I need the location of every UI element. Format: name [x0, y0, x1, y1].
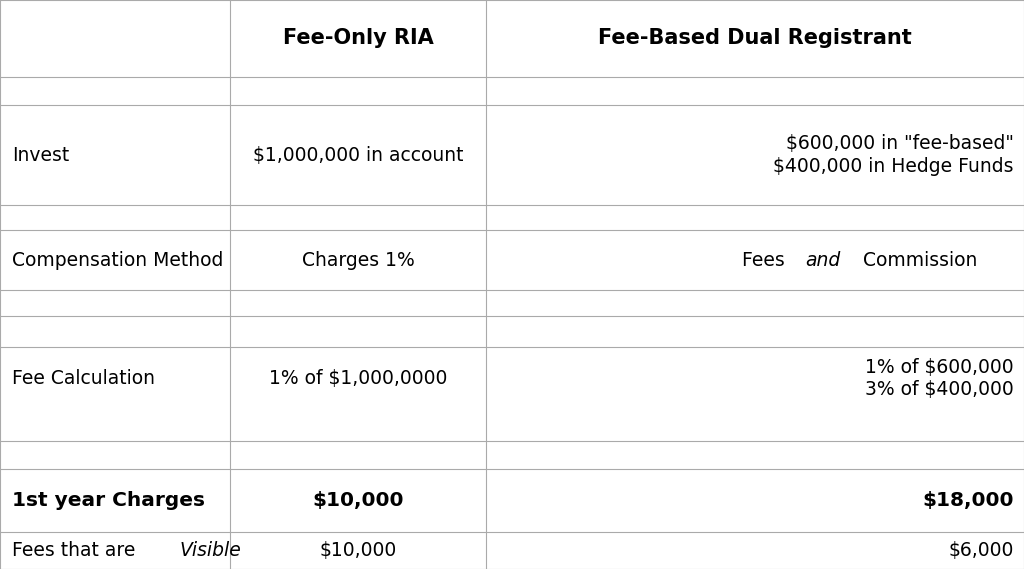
Text: Fee-Only RIA: Fee-Only RIA: [283, 28, 434, 48]
Text: $6,000: $6,000: [948, 541, 1014, 560]
Text: $10,000: $10,000: [312, 491, 404, 510]
Text: 1st year Charges: 1st year Charges: [12, 491, 205, 510]
Text: Visible: Visible: [179, 541, 241, 560]
Text: and: and: [805, 251, 841, 270]
Text: Charges 1%: Charges 1%: [302, 251, 415, 270]
Text: Fee Calculation: Fee Calculation: [12, 369, 156, 388]
Text: Compensation Method: Compensation Method: [12, 251, 223, 270]
Text: $10,000: $10,000: [319, 541, 397, 560]
Text: 1% of $600,000: 1% of $600,000: [865, 358, 1014, 377]
Text: $400,000 in Hedge Funds: $400,000 in Hedge Funds: [773, 158, 1014, 176]
Text: Fees: Fees: [742, 251, 792, 270]
Text: $1,000,000 in account: $1,000,000 in account: [253, 146, 464, 164]
Text: Fees that are: Fees that are: [12, 541, 141, 560]
Text: 1% of $1,000,0000: 1% of $1,000,0000: [269, 369, 447, 388]
Text: Commission: Commission: [851, 251, 977, 270]
Text: $18,000: $18,000: [923, 491, 1014, 510]
Text: 3% of $400,000: 3% of $400,000: [865, 380, 1014, 399]
Text: $600,000 in "fee-based": $600,000 in "fee-based": [785, 134, 1014, 152]
Text: Fee-Based Dual Registrant: Fee-Based Dual Registrant: [598, 28, 912, 48]
Text: Invest: Invest: [12, 146, 70, 164]
